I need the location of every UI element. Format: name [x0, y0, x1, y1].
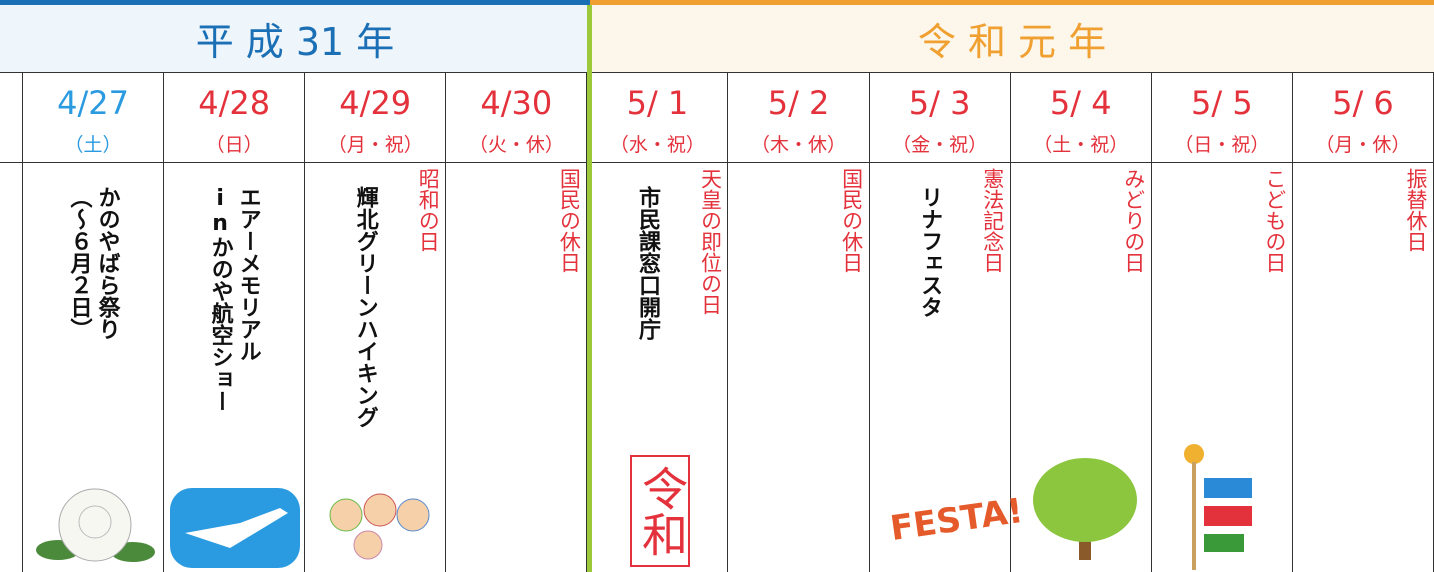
- rule: [22, 72, 23, 572]
- weekday: （月・休）: [1315, 134, 1411, 156]
- event-line: エアーメモリアル: [235, 186, 261, 362]
- event: かのやばら祭り （～６月２日）: [65, 186, 121, 340]
- date: 5/ 6: [1332, 84, 1394, 122]
- day-column: 5/ 1 （水・祝） 天皇の即位の日 市民課窓口開庁: [587, 72, 729, 572]
- rule: [0, 162, 1434, 163]
- day-column: 4/27 （土） かのやばら祭り （～６月２日）: [23, 72, 165, 572]
- date: 4/28: [198, 84, 271, 122]
- weekday: （日・祝）: [1174, 134, 1270, 156]
- date: 4/29: [339, 84, 412, 122]
- day-column: 5/ 6 （月・休） 振替休日: [1293, 72, 1434, 572]
- date: 5/ 4: [1049, 84, 1112, 122]
- day-column: 5/ 4 （土・祝） みどりの日: [1011, 72, 1152, 572]
- event: エアーメモリアル inかのや航空ショー: [206, 186, 262, 412]
- day-column: 4/30 （火・休） 国民の休日: [446, 72, 588, 572]
- event: 輝北グリーンハイキング: [351, 186, 379, 428]
- plane-icon: [170, 488, 300, 568]
- date: 4/27: [57, 84, 129, 122]
- holiday-name: 国民の休日: [557, 168, 582, 273]
- event-line: 市民課窓口開庁: [634, 186, 660, 340]
- koinobori-icon: [1184, 444, 1252, 570]
- weekday: （土・祝）: [1033, 134, 1129, 156]
- holiday-name: 昭和の日: [416, 168, 441, 252]
- era-reiwa: 令 和 元 年: [590, 0, 1434, 72]
- date: 5/ 1: [626, 84, 689, 122]
- weekday: （火・休）: [468, 134, 564, 156]
- rose-icon: [36, 488, 155, 562]
- date: 5/ 5: [1191, 84, 1253, 122]
- event: 市民課窓口開庁: [633, 186, 661, 340]
- day-column: 5/ 2 （木・休） 国民の休日: [729, 72, 870, 572]
- event-line: （～６月２日）: [66, 186, 92, 340]
- weekday: （日）: [205, 134, 263, 156]
- holiday-name: こどもの日: [1262, 168, 1287, 273]
- holiday-name: 憲法記念日: [980, 168, 1005, 273]
- event-line: かのやばら祭り: [94, 186, 120, 340]
- rule: [0, 72, 1434, 73]
- holiday-name: 国民の休日: [839, 168, 864, 273]
- era-divider: [587, 5, 592, 572]
- stamp: 令和: [630, 455, 690, 567]
- date: 4/30: [480, 84, 553, 122]
- holiday-name: 天皇の即位の日: [698, 168, 723, 315]
- event-line: リナフェスタ: [917, 186, 943, 318]
- date: 5/ 2: [767, 84, 830, 122]
- weekday: （土）: [64, 134, 122, 156]
- event-line: inかのや航空ショー: [207, 186, 233, 412]
- weekday: （木・休）: [751, 134, 847, 156]
- kids-icon: [329, 493, 430, 560]
- weekday: （月・祝）: [327, 134, 423, 156]
- day-column: 5/ 3 （金・祝） 憲法記念日 リナフェスタ: [870, 72, 1011, 572]
- event-line: 輝北グリーンハイキング: [352, 186, 378, 428]
- weekday: （水・祝）: [609, 134, 705, 156]
- tree-icon: [1033, 458, 1137, 560]
- day-column: 5/ 5 （日・祝） こどもの日: [1152, 72, 1293, 572]
- event: リナフェスタ: [915, 186, 943, 318]
- day-column: 4/28 （日） エアーメモリアル inかのや航空ショー: [164, 72, 306, 572]
- date: 5/ 3: [908, 84, 971, 122]
- holiday-name: みどりの日: [1121, 168, 1146, 273]
- era-heisei: 平 成 31 年: [0, 0, 590, 72]
- holiday-name: 振替休日: [1403, 168, 1428, 252]
- day-column: 4/29 （月・祝） 昭和の日 輝北グリーンハイキング: [305, 72, 447, 572]
- weekday: （金・祝）: [892, 134, 988, 156]
